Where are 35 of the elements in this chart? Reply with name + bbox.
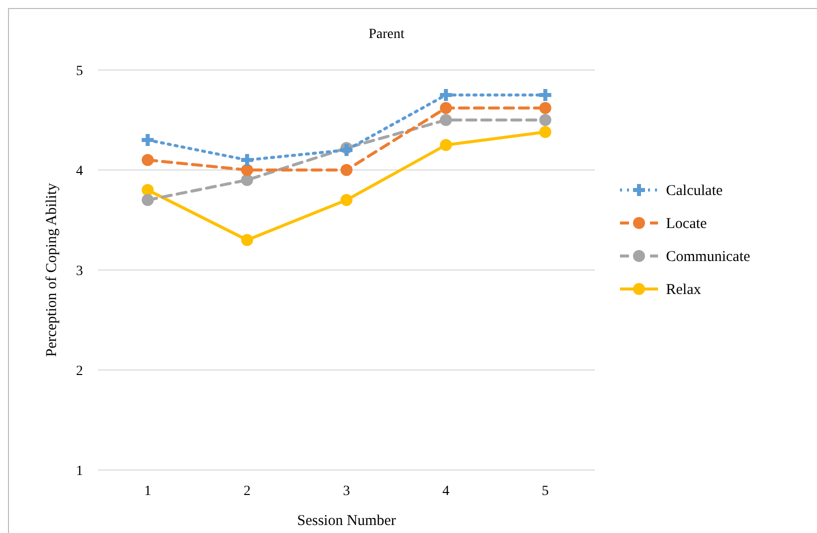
point <box>241 174 254 186</box>
point <box>340 164 352 176</box>
x-tick-label: 5 <box>542 484 549 499</box>
legend-label: Calculate <box>666 183 723 199</box>
point <box>539 126 552 138</box>
y-tick-label: 5 <box>76 64 83 79</box>
point <box>539 102 552 114</box>
y-tick-label: 3 <box>76 264 83 279</box>
point <box>440 139 452 151</box>
point <box>241 154 254 166</box>
legend-label: Relax <box>666 282 702 298</box>
point <box>142 194 154 206</box>
point <box>539 114 552 126</box>
point <box>440 89 452 101</box>
point <box>340 194 352 206</box>
legend-label: Communicate <box>666 249 750 265</box>
chart-title: Parent <box>368 27 404 42</box>
point <box>241 164 254 176</box>
point <box>142 184 154 196</box>
y-tick-label: 1 <box>76 464 83 479</box>
y-tick-label: 4 <box>76 164 83 179</box>
x-tick-label: 4 <box>442 484 450 499</box>
legend-label: Locate <box>666 216 708 232</box>
y-axis-title: Perception of Coping Ability <box>44 182 60 357</box>
x-tick-label: 2 <box>244 484 251 499</box>
x-tick-label: 1 <box>144 484 152 499</box>
point <box>241 234 254 246</box>
x-axis-title: Session Number <box>297 513 396 529</box>
point <box>539 89 552 101</box>
x-tick-label: 3 <box>343 484 350 499</box>
point <box>142 154 154 166</box>
point <box>440 102 452 114</box>
y-tick-label: 2 <box>76 364 83 379</box>
point <box>142 134 154 146</box>
point <box>440 114 452 126</box>
